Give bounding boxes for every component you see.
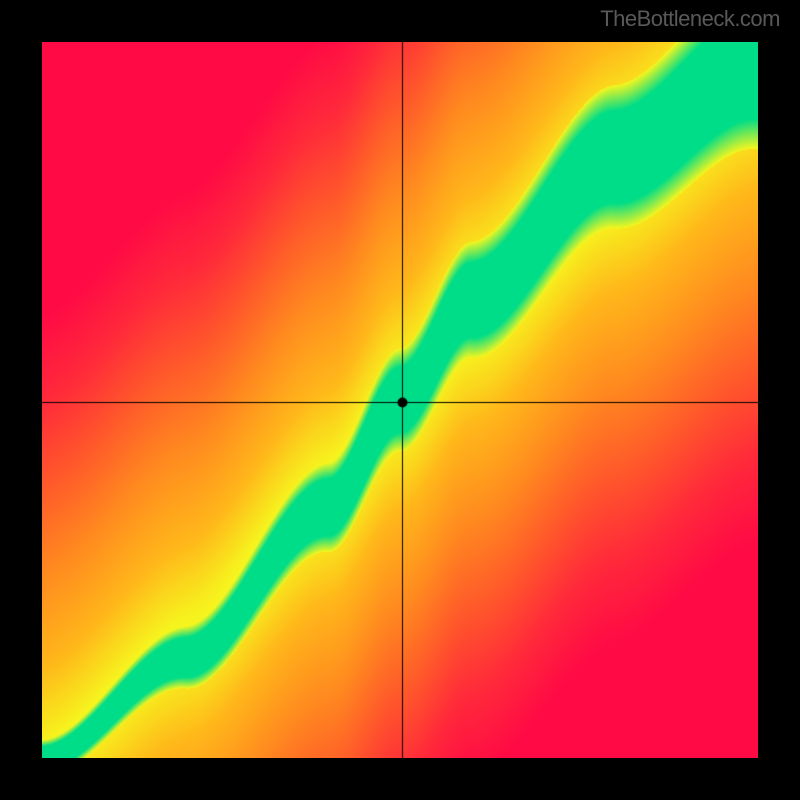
bottleneck-heatmap — [42, 42, 758, 758]
watermark-text: TheBottleneck.com — [600, 6, 780, 32]
heatmap-canvas — [42, 42, 758, 758]
